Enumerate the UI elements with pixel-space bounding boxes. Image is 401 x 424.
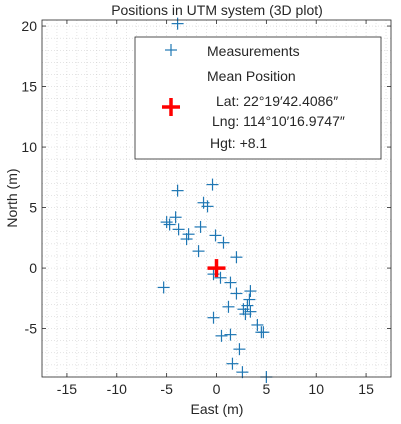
measurement-point (206, 178, 219, 191)
x-tick-label: -15 (57, 381, 77, 397)
measurement-point (222, 300, 235, 313)
legend-box (134, 36, 382, 160)
legend: Measurements Mean Position Lat: 22°19′42… (134, 36, 382, 160)
measurement-point (201, 200, 214, 213)
measurement-point (251, 318, 264, 331)
measurement-point (192, 245, 205, 258)
measurement-point (233, 343, 246, 356)
measurement-point (217, 236, 230, 249)
measurement-point (163, 218, 176, 231)
measurement-point (239, 308, 252, 321)
legend-hgt: Hgt: +8.1 (210, 135, 267, 151)
measurement-point (169, 211, 182, 224)
y-tick-label: 20 (21, 18, 37, 34)
x-axis-label: East (m) (191, 401, 244, 417)
y-tick-label: 0 (29, 260, 37, 276)
x-tick-label: 10 (308, 381, 324, 397)
chart-title: Positions in UTM system (3D plot) (111, 2, 323, 18)
legend-marker-measurements (165, 44, 177, 56)
measurement-point (214, 271, 227, 284)
measurement-point (236, 366, 249, 379)
measurement-point (182, 228, 195, 241)
legend-lng: Lng: 114°10′16.9747″ (212, 113, 345, 129)
measurement-point (244, 285, 257, 298)
x-tick-label: -10 (107, 381, 127, 397)
measurement-point (157, 281, 170, 294)
legend-label-mean-position: Mean Position (207, 68, 296, 84)
measurement-point (171, 184, 184, 197)
measurement-point (243, 293, 256, 306)
legend-plus-mean (162, 98, 180, 116)
measurement-point (172, 223, 185, 236)
legend-marker-mean (162, 98, 180, 116)
measurement-point (207, 311, 220, 324)
legend-lat: Lat: 22°19′42.4086″ (216, 93, 338, 109)
y-tick-label: 10 (21, 139, 37, 155)
measurement-point (257, 326, 270, 339)
measurement-point (224, 276, 237, 289)
measurement-point (215, 329, 228, 342)
measurement-point (244, 305, 257, 318)
measurement-point (224, 328, 237, 341)
axis-ticks: -15 -10 -5 0 5 10 15 -5 0 5 10 15 20 (21, 18, 391, 397)
y-tick-label: -5 (25, 321, 38, 337)
y-tick-label: 15 (21, 79, 37, 95)
x-tick-label: 5 (262, 381, 270, 397)
measurement-point (209, 229, 222, 242)
measurement-point (160, 216, 173, 229)
measurement-point (237, 303, 250, 316)
x-tick-label: 0 (213, 381, 221, 397)
measurement-point (180, 233, 193, 246)
legend-label-measurements: Measurements (207, 43, 300, 59)
x-tick-label: -5 (160, 381, 173, 397)
plot-frame (41, 19, 392, 378)
measurement-point (230, 287, 243, 300)
mean-position-marker (207, 259, 226, 278)
legend-plus-measurements (165, 44, 177, 56)
x-tick-label: 15 (358, 381, 374, 397)
y-axis-label: North (m) (4, 168, 20, 227)
measurement-point (226, 357, 239, 370)
y-tick-label: 5 (29, 200, 37, 216)
measurement-point (230, 251, 243, 264)
measurement-point (194, 220, 207, 233)
